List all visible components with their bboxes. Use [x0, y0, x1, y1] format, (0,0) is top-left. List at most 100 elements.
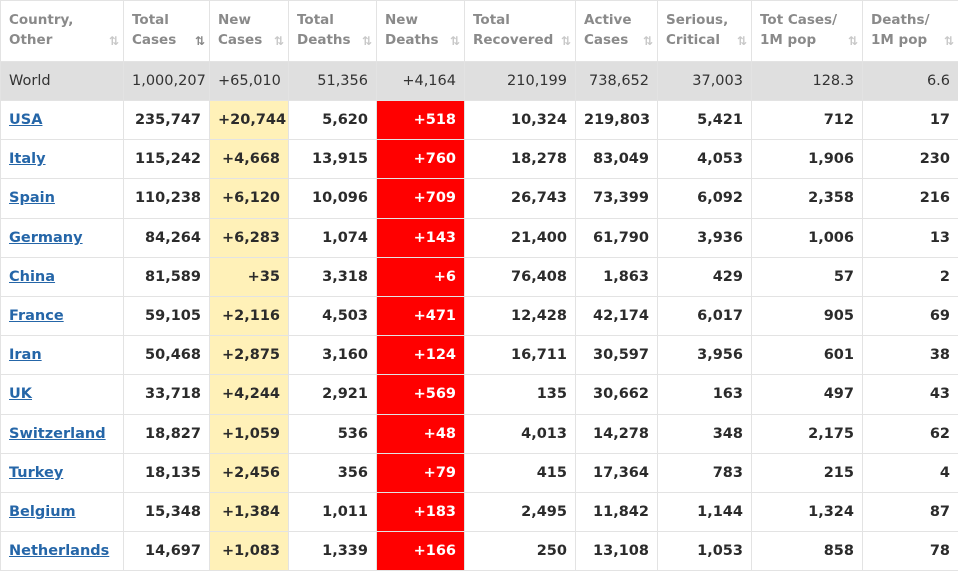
- total-recovered-cell: 415: [465, 453, 576, 492]
- country-cell: Netherlands: [1, 532, 124, 571]
- sort-icon[interactable]: ⇅: [274, 31, 282, 51]
- new-deaths-header[interactable]: New Deaths⇅: [377, 1, 465, 62]
- country-link[interactable]: Italy: [9, 151, 46, 167]
- sort-icon[interactable]: ⇅: [362, 31, 370, 51]
- serious-critical-header[interactable]: Serious, Critical ⇅: [658, 1, 752, 62]
- column-label: Serious, Critical: [666, 12, 728, 48]
- new-cases-cell: +1,083: [210, 532, 289, 571]
- country-link[interactable]: France: [9, 308, 64, 324]
- sort-icon[interactable]: ⇅: [109, 31, 117, 51]
- country-cell: Iran: [1, 336, 124, 375]
- country-link[interactable]: China: [9, 269, 55, 285]
- country-cell: Turkey: [1, 453, 124, 492]
- column-label: Tot Cases/ 1M pop: [760, 12, 837, 48]
- total-cases-header[interactable]: Total Cases ⇅: [124, 1, 210, 62]
- active-cases-cell: 17,364: [576, 453, 658, 492]
- total-recovered-cell: 4,013: [465, 414, 576, 453]
- new-deaths-cell: +471: [377, 296, 465, 335]
- total-recovered-cell: 18,278: [465, 140, 576, 179]
- country-link[interactable]: Netherlands: [9, 543, 109, 559]
- country-cell: China: [1, 257, 124, 296]
- country-link[interactable]: Turkey: [9, 465, 63, 481]
- serious-critical-cell: 4,053: [658, 140, 752, 179]
- total-cases-cell: 33,718: [124, 375, 210, 414]
- country-link[interactable]: Iran: [9, 347, 42, 363]
- total-cases-cell: 110,238: [124, 179, 210, 218]
- country-link[interactable]: Germany: [9, 230, 83, 246]
- country-cell: Belgium: [1, 492, 124, 531]
- cases-per-million-cell: 712: [752, 101, 863, 140]
- active-cases-cell: 73,399: [576, 179, 658, 218]
- deaths-per-million-cell: 87: [863, 492, 958, 531]
- total-deaths-cell: 536: [289, 414, 377, 453]
- sort-icon[interactable]: ⇅: [944, 31, 952, 51]
- total-deaths-cell: 1,074: [289, 218, 377, 257]
- serious-critical-cell: 3,936: [658, 218, 752, 257]
- sort-icon[interactable]: ⇅: [561, 31, 569, 51]
- total-deaths-cell: 1,011: [289, 492, 377, 531]
- cases-per-million-cell: 215: [752, 453, 863, 492]
- new-cases-cell: +4,668: [210, 140, 289, 179]
- total-recovered-cell: 12,428: [465, 296, 576, 335]
- new-deaths-cell: +166: [377, 532, 465, 571]
- country-cell: Germany: [1, 218, 124, 257]
- new-deaths-cell: +143: [377, 218, 465, 257]
- new-deaths-cell: +760: [377, 140, 465, 179]
- country-header[interactable]: Country, Other ⇅: [1, 1, 124, 62]
- new-deaths-cell: +48: [377, 414, 465, 453]
- total-deaths-cell: 51,356: [289, 62, 377, 101]
- country-link[interactable]: USA: [9, 112, 42, 128]
- total-cases-cell: 14,697: [124, 532, 210, 571]
- sort-icon[interactable]: ⇅: [848, 31, 856, 51]
- country-cell: Switzerland: [1, 414, 124, 453]
- total-deaths-header[interactable]: Total Deaths⇅: [289, 1, 377, 62]
- serious-critical-cell: 37,003: [658, 62, 752, 101]
- new-deaths-cell: +124: [377, 336, 465, 375]
- country-link[interactable]: Spain: [9, 190, 55, 206]
- cases-per-million-cell: 1,906: [752, 140, 863, 179]
- country-link[interactable]: Belgium: [9, 504, 76, 520]
- active-cases-cell: 14,278: [576, 414, 658, 453]
- active-cases-header[interactable]: Active Cases⇅: [576, 1, 658, 62]
- total-deaths-cell: 3,318: [289, 257, 377, 296]
- active-cases-cell: 219,803: [576, 101, 658, 140]
- total-recovered-cell: 76,408: [465, 257, 576, 296]
- sort-icon[interactable]: ⇅: [450, 31, 458, 51]
- serious-critical-cell: 3,956: [658, 336, 752, 375]
- new-deaths-cell: +183: [377, 492, 465, 531]
- new-deaths-cell: +4,164: [377, 62, 465, 101]
- active-cases-cell: 61,790: [576, 218, 658, 257]
- active-cases-cell: 83,049: [576, 140, 658, 179]
- total-cases-cell: 115,242: [124, 140, 210, 179]
- serious-critical-cell: 6,017: [658, 296, 752, 335]
- sort-icon[interactable]: ⇅: [195, 31, 203, 51]
- new-deaths-cell: +79: [377, 453, 465, 492]
- country-cell: USA: [1, 101, 124, 140]
- serious-critical-cell: 1,053: [658, 532, 752, 571]
- column-label: Total Cases: [132, 12, 176, 48]
- deaths-per-million-header[interactable]: Deaths/ 1M pop⇅: [863, 1, 958, 62]
- country-link[interactable]: UK: [9, 386, 32, 402]
- active-cases-cell: 30,662: [576, 375, 658, 414]
- new-deaths-cell: +6: [377, 257, 465, 296]
- new-cases-header[interactable]: New Cases⇅: [210, 1, 289, 62]
- cases-per-million-header[interactable]: Tot Cases/ 1M pop ⇅: [752, 1, 863, 62]
- total-recovered-header[interactable]: Total Recovered⇅: [465, 1, 576, 62]
- sort-icon[interactable]: ⇅: [643, 31, 651, 51]
- country-cell: France: [1, 296, 124, 335]
- new-cases-cell: +2,456: [210, 453, 289, 492]
- cases-per-million-cell: 858: [752, 532, 863, 571]
- cases-per-million-cell: 497: [752, 375, 863, 414]
- country-link[interactable]: Switzerland: [9, 426, 106, 442]
- sort-icon[interactable]: ⇅: [737, 31, 745, 51]
- new-cases-cell: +2,116: [210, 296, 289, 335]
- column-label: Country, Other: [9, 12, 73, 48]
- header-row: Country, Other⇅Total Cases⇅New Cases⇅Tot…: [1, 1, 958, 62]
